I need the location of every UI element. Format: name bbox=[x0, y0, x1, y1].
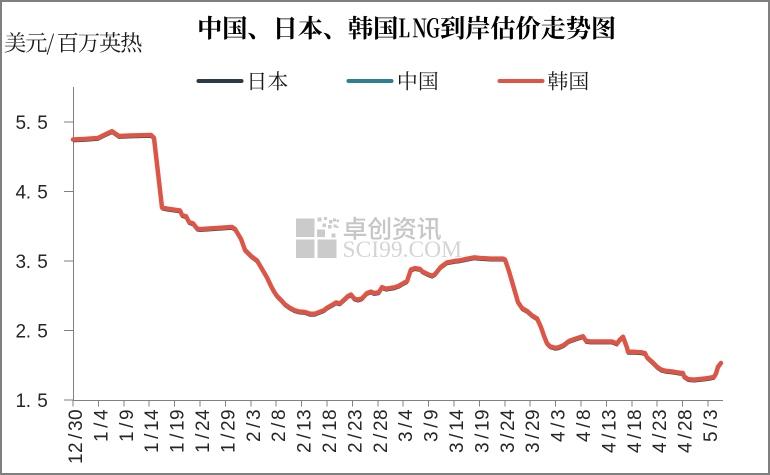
svg-text:SCI99.COM: SCI99.COM bbox=[343, 237, 463, 263]
svg-text:2/8: 2/8 bbox=[269, 409, 290, 442]
svg-text:1/24: 1/24 bbox=[193, 409, 214, 453]
svg-text:3/14: 3/14 bbox=[447, 409, 468, 453]
svg-text:3/19: 3/19 bbox=[472, 409, 493, 453]
svg-text:4/3: 4/3 bbox=[549, 409, 570, 442]
svg-text:4/28: 4/28 bbox=[676, 409, 697, 453]
svg-text:1/4: 1/4 bbox=[91, 409, 112, 442]
svg-text:3/4: 3/4 bbox=[396, 409, 417, 442]
svg-text:1/14: 1/14 bbox=[142, 409, 163, 453]
svg-text:1/29: 1/29 bbox=[218, 409, 239, 453]
svg-text:4/18: 4/18 bbox=[625, 409, 646, 453]
svg-text:2/28: 2/28 bbox=[371, 409, 392, 453]
svg-text:3/29: 3/29 bbox=[523, 409, 544, 453]
svg-text:1/19: 1/19 bbox=[168, 409, 189, 453]
svg-text:2/13: 2/13 bbox=[295, 409, 316, 453]
svg-text:1/9: 1/9 bbox=[117, 409, 138, 442]
svg-text:4/8: 4/8 bbox=[574, 409, 595, 442]
svg-text:12/30: 12/30 bbox=[66, 409, 87, 464]
svg-text:4/13: 4/13 bbox=[599, 409, 620, 453]
svg-text:3/9: 3/9 bbox=[422, 409, 443, 442]
svg-text:3/24: 3/24 bbox=[498, 409, 519, 453]
svg-text:5/3: 5/3 bbox=[701, 409, 722, 442]
svg-text:2/18: 2/18 bbox=[320, 409, 341, 453]
svg-text:2/3: 2/3 bbox=[244, 409, 265, 442]
svg-text:4/23: 4/23 bbox=[650, 409, 671, 453]
svg-text:2/23: 2/23 bbox=[345, 409, 366, 453]
